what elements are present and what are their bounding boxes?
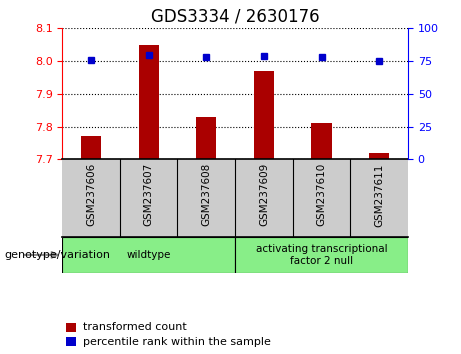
Text: GSM237611: GSM237611 (374, 163, 384, 227)
Bar (235, 237, 408, 273)
Bar (312, 123, 331, 159)
Text: GSM237607: GSM237607 (144, 163, 154, 227)
Bar (196, 117, 216, 159)
Text: wildtype: wildtype (126, 250, 171, 260)
Bar (254, 71, 274, 159)
Text: activating transcriptional
factor 2 null: activating transcriptional factor 2 null (256, 244, 387, 266)
Text: GSM237608: GSM237608 (201, 163, 211, 227)
Bar (369, 153, 389, 159)
Bar (62, 237, 235, 273)
Bar (81, 136, 101, 159)
Title: GDS3334 / 2630176: GDS3334 / 2630176 (151, 7, 319, 25)
Text: genotype/variation: genotype/variation (5, 250, 111, 260)
Bar (139, 45, 159, 159)
Text: GSM237606: GSM237606 (86, 163, 96, 227)
Bar (65, 337, 76, 346)
Bar (65, 323, 76, 332)
Text: GSM237609: GSM237609 (259, 163, 269, 227)
Text: percentile rank within the sample: percentile rank within the sample (83, 337, 271, 347)
Text: transformed count: transformed count (83, 322, 187, 332)
Text: GSM237610: GSM237610 (317, 163, 326, 227)
